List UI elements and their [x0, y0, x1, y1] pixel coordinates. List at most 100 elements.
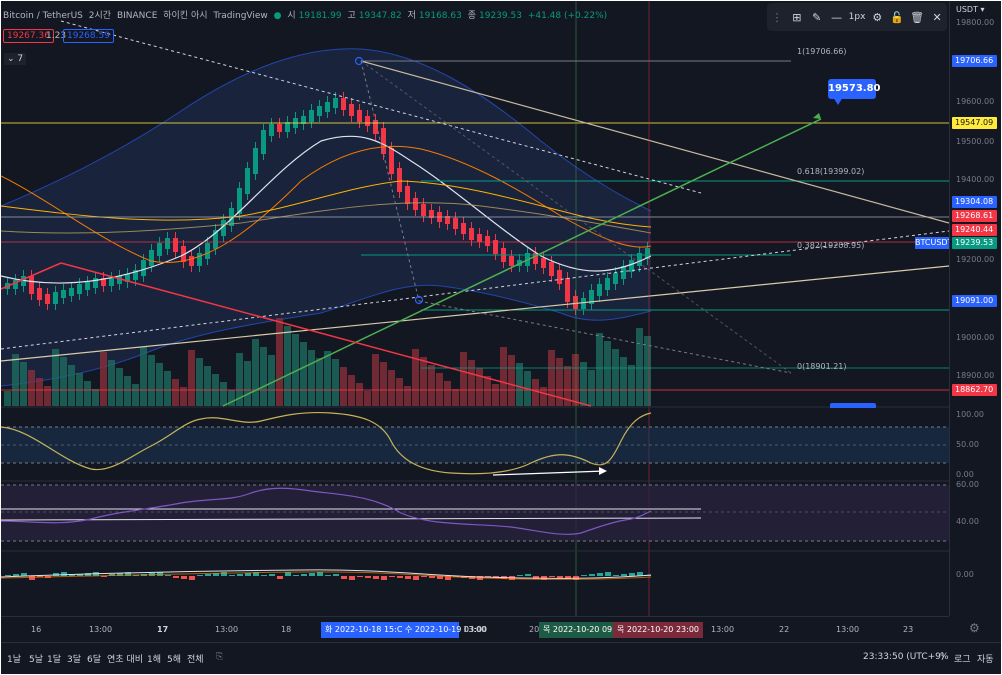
volume-bar	[468, 360, 475, 406]
candle	[13, 280, 18, 289]
candle	[365, 116, 370, 126]
line-style-icon[interactable]: —	[831, 10, 843, 24]
price-tick: 19200.00	[956, 255, 995, 264]
range-1d[interactable]: 1날	[7, 655, 22, 665]
volume-bar	[52, 349, 59, 406]
volume-bar	[276, 318, 283, 406]
macd-bar	[349, 576, 355, 580]
currency-selector[interactable]: USDT ▾	[956, 5, 985, 14]
candle	[173, 238, 178, 252]
percent-toggle[interactable]: %	[940, 652, 949, 662]
visibility-icon[interactable]: ●	[273, 11, 282, 21]
trash-icon[interactable]: 🗑	[910, 10, 925, 24]
candle	[29, 276, 34, 294]
volume-bar	[404, 386, 411, 406]
volume-bar	[92, 389, 99, 406]
time-axis[interactable]: 16 13:00 17 13:00 18 화 2022-10-18 15:C 수…	[1, 616, 980, 642]
volume-bar	[532, 379, 539, 406]
candle	[61, 290, 66, 298]
candle	[645, 248, 650, 259]
macd-bar	[437, 576, 443, 579]
chevron-down-icon: ⌄	[7, 54, 15, 64]
price-tag: 19239.53	[952, 237, 997, 249]
candle	[397, 168, 402, 192]
candle	[37, 288, 42, 300]
log-toggle[interactable]: 로그	[954, 655, 971, 665]
buy-price-button[interactable]: 19268.59	[63, 29, 114, 43]
macd-bar	[181, 576, 187, 579]
volume-bar	[412, 349, 419, 406]
macd-bar	[589, 574, 595, 576]
layout-icon[interactable]: ⊞	[792, 10, 802, 24]
date-range-icon[interactable]: ⎘	[216, 652, 224, 662]
candle	[109, 278, 114, 286]
candle	[93, 278, 98, 288]
volume-bar	[452, 389, 459, 406]
range-all[interactable]: 전체	[187, 655, 204, 665]
auto-toggle[interactable]: 자동	[977, 655, 994, 665]
close-icon[interactable]: ✕	[932, 10, 942, 24]
volume-bar	[444, 381, 451, 406]
price-axis[interactable]: USDT ▾ 19800.00 19600.00 19500.00 19400.…	[949, 1, 1001, 616]
macd-bar	[333, 574, 339, 576]
volume-bar	[636, 328, 643, 406]
volume-bar	[132, 384, 139, 406]
volume-bar	[540, 387, 547, 406]
symbol-name[interactable]: Bitcoin / TetherUS	[3, 11, 83, 21]
volume-bar	[324, 351, 331, 406]
candle	[285, 122, 290, 132]
candle	[357, 110, 362, 122]
candle	[133, 270, 138, 280]
volume-bar	[620, 357, 627, 406]
candle	[237, 188, 242, 214]
macd-bar	[397, 576, 403, 578]
range-6m[interactable]: 6달	[87, 655, 102, 665]
macd-bar	[629, 573, 635, 576]
price-tick: 19500.00	[956, 137, 995, 146]
drag-handle-icon[interactable]: ⋮	[771, 10, 783, 24]
target-price-callout[interactable]: 19573.80	[828, 79, 881, 99]
candle	[533, 253, 538, 264]
price-chart[interactable]	[1, 1, 949, 616]
range-5y[interactable]: 5해	[167, 655, 182, 665]
stroke-width-selector[interactable]: 1px	[848, 12, 866, 22]
volume-bar	[596, 333, 603, 406]
volume-bar	[476, 368, 483, 406]
volume-bar	[188, 350, 195, 406]
callout-pointer	[833, 97, 843, 105]
range-ytd[interactable]: 연초 대비	[107, 655, 143, 665]
bottom-marker	[830, 403, 876, 408]
macd-bar	[389, 576, 395, 577]
settings-icon[interactable]: ⚙	[969, 621, 980, 635]
price-tag: 19304.08	[952, 196, 997, 208]
macd-bar	[317, 572, 323, 576]
macd-bar	[69, 575, 75, 576]
ohlc-legend[interactable]: Bitcoin / TetherUS 2시간 BINANCE 하이킨 아시 Tr…	[3, 8, 610, 21]
macd-bar	[269, 574, 275, 576]
pencil-icon[interactable]: ✎	[812, 10, 822, 24]
volume-bar	[300, 342, 307, 406]
macd-bar	[213, 573, 219, 576]
settings-icon[interactable]: ⚙	[872, 10, 883, 24]
volume-bar	[644, 336, 651, 406]
volume-bar	[612, 349, 619, 406]
range-3m[interactable]: 3달	[67, 655, 82, 665]
indicators-toggle[interactable]: ⌄ 7	[4, 53, 27, 65]
lock-icon[interactable]: 🔓	[890, 10, 905, 24]
range-1m[interactable]: 1달	[47, 655, 62, 665]
candle	[253, 148, 258, 174]
macd-bar	[637, 572, 643, 576]
range-1y[interactable]: 1해	[147, 655, 162, 665]
volume-bar	[116, 368, 123, 406]
macd-bar	[277, 576, 283, 579]
volume-bar	[124, 376, 131, 406]
candle	[557, 270, 562, 284]
clock-display[interactable]: 23:33:50 (UTC+9)	[863, 652, 945, 662]
sell-price-button[interactable]: 19267.36	[3, 29, 54, 43]
macd-bar	[37, 576, 43, 577]
volume-bar	[60, 357, 67, 406]
interval-label[interactable]: 2시간	[88, 11, 112, 21]
macd-bar	[429, 576, 435, 578]
range-5d[interactable]: 5날	[29, 655, 44, 665]
